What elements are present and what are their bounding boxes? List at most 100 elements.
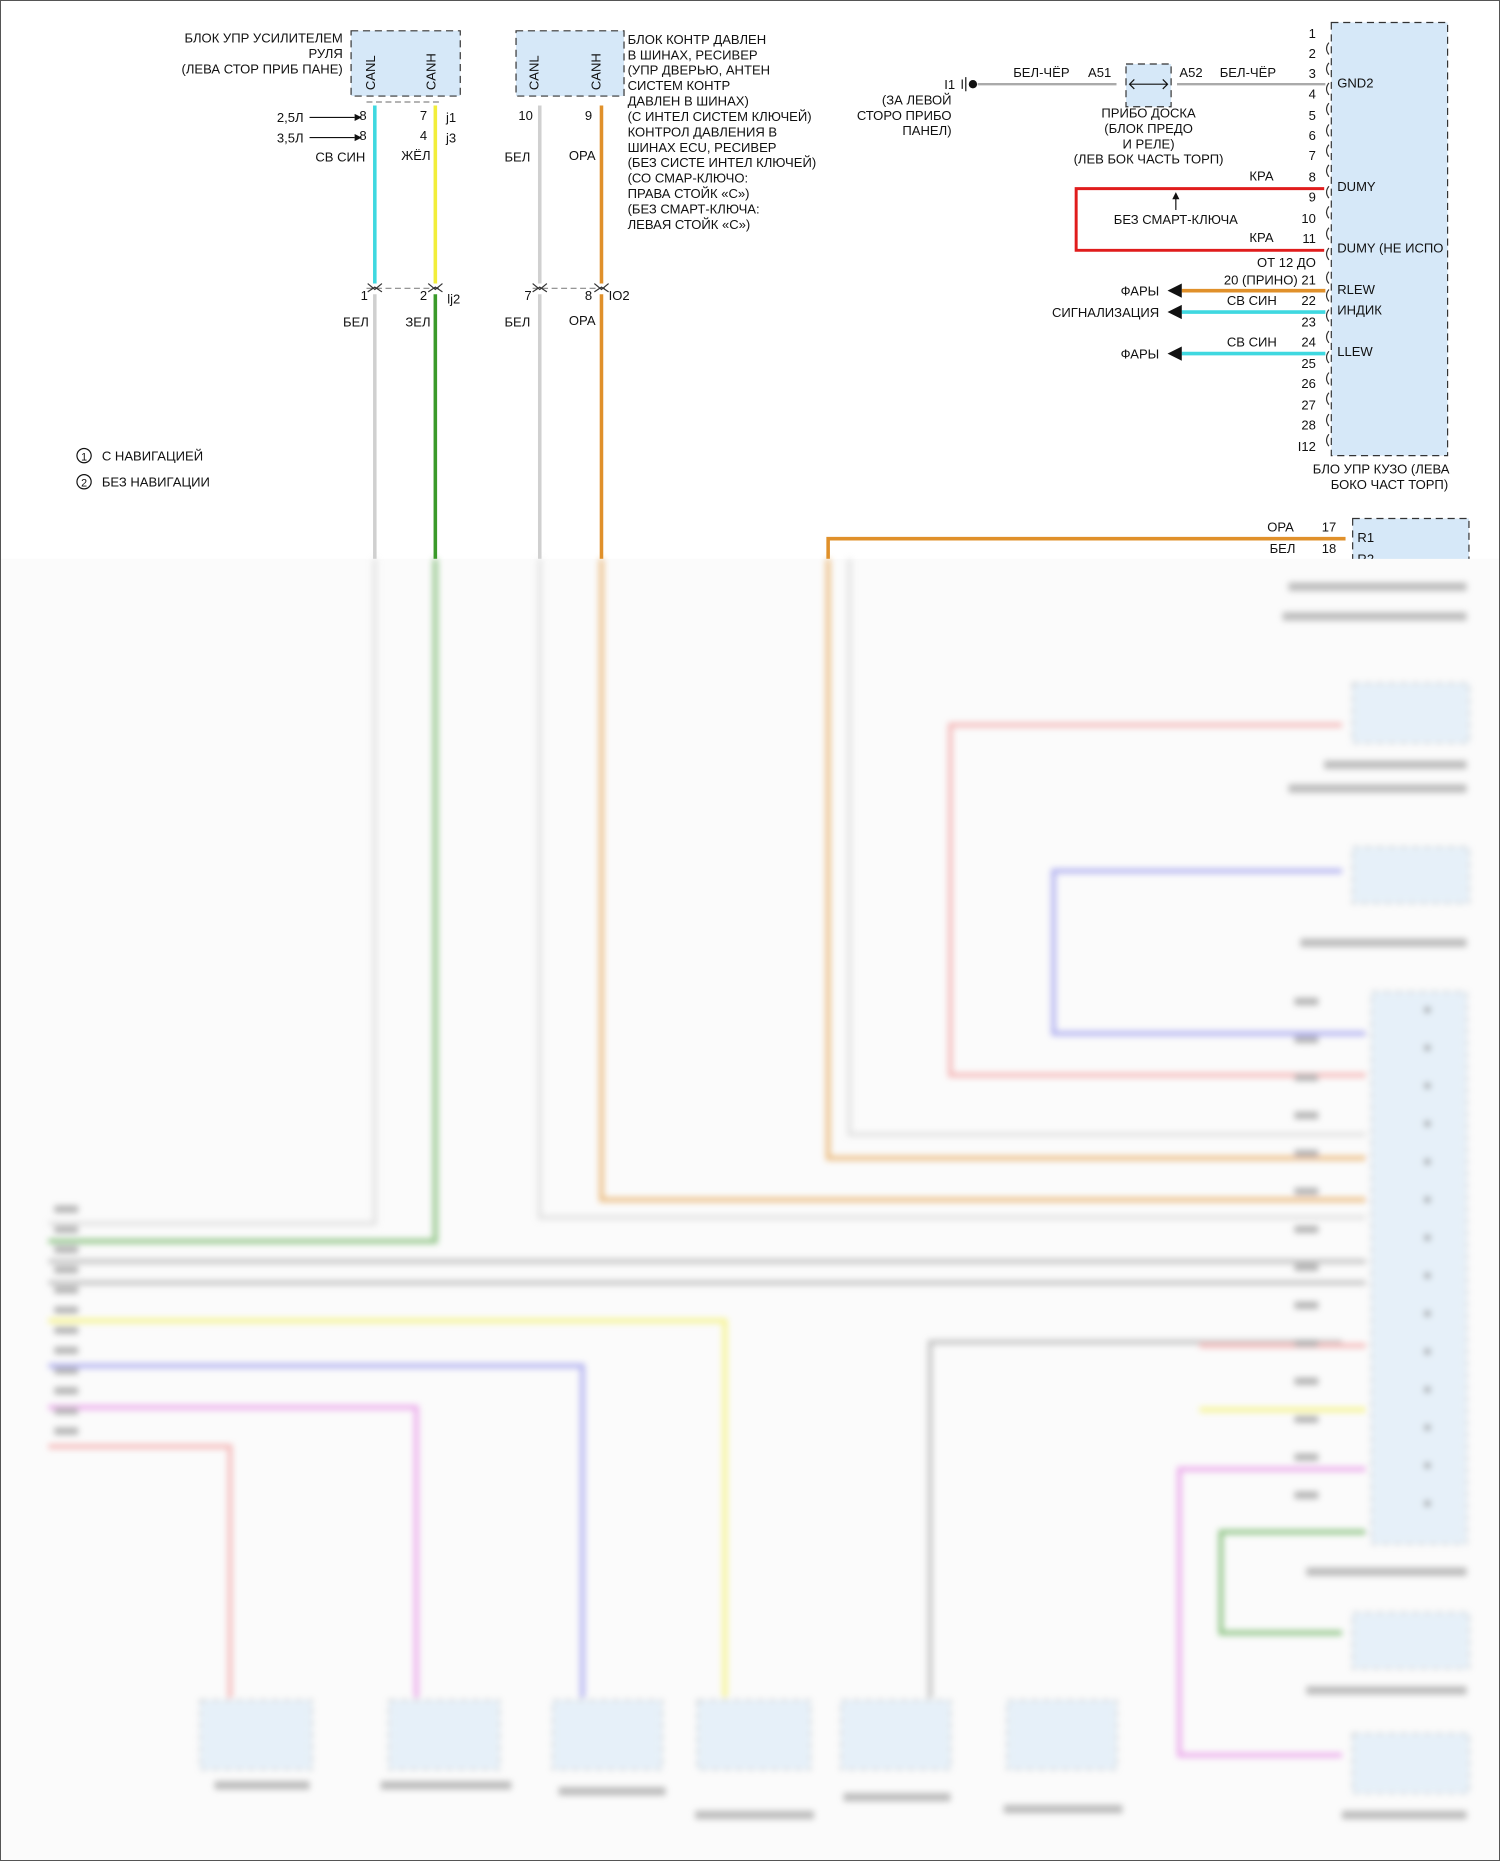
blurred-pin-text xyxy=(1294,1453,1319,1461)
blurred-pin-text xyxy=(54,1427,79,1435)
tpms-label-line: В ШИНАХ, РЕСИВЕР xyxy=(628,47,758,62)
ecu-pin-number: 3 xyxy=(1309,66,1316,81)
junction-connector-icon xyxy=(367,283,443,293)
wire-color-label: СВ СИН xyxy=(1227,334,1277,349)
pin-socket-icon xyxy=(1325,271,1330,284)
tpms-label-line: БЛОК КОНТР ДАВЛЕН xyxy=(628,32,767,47)
arrow-icon xyxy=(354,113,362,121)
blurred-pin-text xyxy=(1294,997,1319,1006)
blurred-label-text xyxy=(1341,1810,1467,1820)
steering-unit-box xyxy=(350,30,461,97)
wire-color-label: БЕЛ-ЧЁР xyxy=(1013,65,1070,80)
blurred-splice-dot xyxy=(1423,1461,1431,1470)
steering-label-1: БЛОК УПР УСИЛИТЕЛЕМ xyxy=(184,31,342,46)
tpms-canl: CANL xyxy=(527,55,542,90)
blurred-splice-dot xyxy=(1423,1348,1431,1356)
body-ecu-label: БОКО ЧАСТ ТОРП) xyxy=(1331,477,1448,492)
wire-color-label: ОРА xyxy=(1267,520,1294,535)
ecu-pin-number: 2 xyxy=(1309,46,1316,61)
blurred-splice-dot xyxy=(1423,1272,1431,1280)
blurred-pin-text xyxy=(1294,1149,1319,1157)
connector-label: lj2 xyxy=(447,292,460,307)
destination-label: ФАРЫ xyxy=(1121,346,1160,361)
ecu-pin-number: 8 xyxy=(1309,170,1316,185)
blurred-wire xyxy=(847,558,1366,1137)
signal-label: ИНДИК xyxy=(1337,302,1382,317)
blurred-label-text xyxy=(1306,1567,1467,1576)
tpms-label-line: (С ИНТЕЛ СИСТЕМ КЛЮЧЕЙ) xyxy=(628,109,812,124)
wire-color-label: ЖЁЛ xyxy=(401,148,430,163)
wire-color-label: КРА xyxy=(1249,230,1273,245)
body-ecu-label: БЛО УПР КУЗО (ЛЕВА xyxy=(1313,461,1450,476)
pin-label: 17 xyxy=(1322,520,1337,535)
ground-circuit: I1 (ЗА ЛЕВОЙ СТОРО ПРИБО ПАНЕЛ) БЕЛ-ЧЁР … xyxy=(857,63,1326,167)
blurred-splice-dot xyxy=(1423,1386,1431,1394)
blurred-pin-text xyxy=(54,1346,79,1354)
blurred-label-text xyxy=(1288,784,1467,793)
blurred-splice-dot xyxy=(1423,1499,1431,1508)
tpms-label-line: ЛЕВАЯ СТОЙК «С») xyxy=(628,217,751,232)
ground-id: I1 xyxy=(944,77,955,92)
ground-location: СТОРО ПРИБО xyxy=(857,108,952,123)
blurred-splice-dot xyxy=(1423,1158,1431,1166)
ecu-pin-number: 1 xyxy=(1309,26,1316,41)
blurred-wire xyxy=(48,1404,419,1699)
pin-socket-icon xyxy=(1325,309,1330,322)
blurred-component-box xyxy=(697,1699,811,1770)
blurred-pin-text xyxy=(54,1387,79,1395)
ecu-pin-number: 22 xyxy=(1301,293,1316,308)
blurred-label-text xyxy=(1306,1686,1467,1695)
pin-socket-icon xyxy=(1325,350,1330,364)
blurred-pin-text xyxy=(1294,1111,1319,1119)
ground-point-icon xyxy=(968,80,978,89)
blurred-region-bg xyxy=(1,558,1499,1860)
double-arrow-icon xyxy=(1128,79,1169,90)
blurred-pin-text xyxy=(1294,1339,1319,1347)
blurred-pin-text xyxy=(54,1306,79,1314)
arrow-icon xyxy=(354,134,362,142)
ecu-pin-number: 7 xyxy=(1309,148,1316,163)
wire-red-loop xyxy=(1074,187,1325,252)
pin-label: 2 xyxy=(420,288,427,303)
tpms-canh: CANH xyxy=(588,53,603,90)
signal-label: DUMY xyxy=(1337,179,1376,194)
wire-color-label: СВ СИН xyxy=(315,149,365,164)
legend: 1 С НАВИГАЦИЕЙ 2 БЕЗ НАВИГАЦИИ xyxy=(76,447,210,489)
pin-socket-icon xyxy=(1325,42,1330,55)
tpms-label-line: КОНТРОЛ ДАВЛЕНИЯ В xyxy=(628,124,778,139)
pin-socket-icon xyxy=(1325,82,1330,96)
signal-label: DUMY (НЕ ИСПО xyxy=(1337,241,1443,256)
pin-label: 7 xyxy=(420,108,427,123)
tpms-label-line: (БЕЗ СМАРТ-КЛЮЧА: xyxy=(628,202,760,217)
tpms-label-line: ПРАВА СТОЙК «С») xyxy=(628,186,750,201)
connector-label: j3 xyxy=(445,130,456,145)
pin-label: 9 xyxy=(585,108,592,123)
pin-socket-icon xyxy=(1325,102,1330,116)
blurred-component-box xyxy=(388,1699,501,1770)
signal-label: LLEW xyxy=(1337,344,1373,359)
junction-label: (БЛОК ПРЕДО xyxy=(1104,121,1193,136)
wire-orange xyxy=(826,536,1346,559)
destination-label: СИГНАЛИЗАЦИЯ xyxy=(1052,305,1159,320)
pin-socket-icon xyxy=(1325,372,1330,385)
engine-25-label: 2,5Л xyxy=(277,110,304,125)
blurred-splice-dot xyxy=(1423,1196,1431,1204)
tpms-label-line: (УПР ДВЕРЬЮ, АНТЕН xyxy=(628,63,771,78)
signal-label: GND2 xyxy=(1337,76,1373,91)
signal-label: RLEW xyxy=(1337,282,1375,297)
blurred-pin-text xyxy=(1294,1035,1319,1044)
pin-socket-icon xyxy=(1325,392,1330,405)
pin-socket-icon xyxy=(1325,206,1330,219)
blurred-pin-text xyxy=(1294,1377,1319,1385)
ecu-pin-number: I12 xyxy=(1298,439,1316,454)
blurred-component-box xyxy=(552,1699,663,1770)
blurred-wire xyxy=(48,1318,728,1699)
ecu-pin-number: 5 xyxy=(1309,108,1316,123)
connector-label: IO2 xyxy=(609,288,630,303)
ecu-pin-number: 20 (ПРИНО) 21 xyxy=(1224,273,1316,288)
wire-color-label: ОРА xyxy=(569,148,596,163)
blurred-splice-dot xyxy=(1423,1234,1431,1242)
blurred-splice-dot xyxy=(1423,1423,1431,1432)
tpms-label-line: ДАВЛЕН В ШИНАХ) xyxy=(628,94,749,109)
